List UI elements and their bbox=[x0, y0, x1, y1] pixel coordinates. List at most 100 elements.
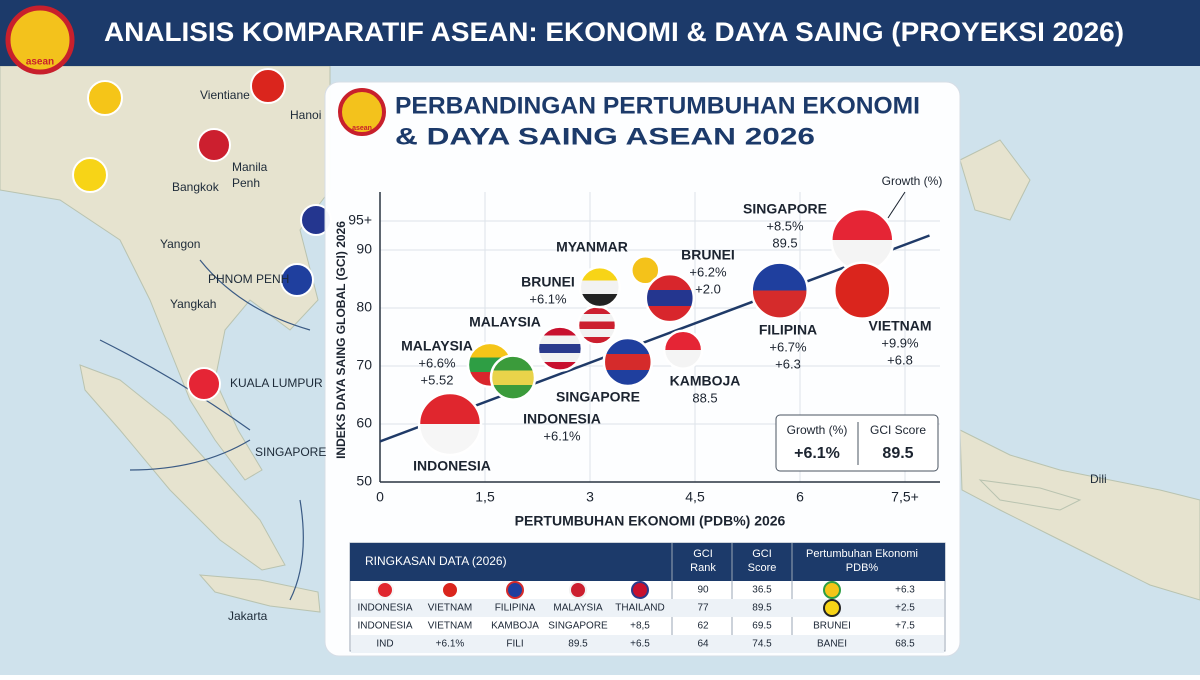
annotation: MALAYSIA bbox=[401, 338, 473, 354]
y-axis-label: INDEKS DAYA SAING GLOBAL (GCI) 2026 bbox=[334, 221, 348, 459]
annotation: FILIPINA bbox=[759, 322, 817, 338]
table-cell: FILI bbox=[506, 639, 523, 650]
table-flag bbox=[569, 581, 587, 599]
point bbox=[644, 272, 696, 324]
table-flag bbox=[823, 581, 841, 599]
map-label: Dili bbox=[1090, 472, 1107, 486]
map-label: PHNOM PENH bbox=[208, 272, 289, 286]
legend-value: +6.1% bbox=[794, 445, 840, 462]
annotation: INDONESIA bbox=[523, 411, 601, 427]
legend-label: Growth (%) bbox=[787, 423, 848, 437]
card-logo-text: asean bbox=[352, 125, 372, 132]
y-tick-label: 60 bbox=[356, 415, 372, 431]
table-header: PDB% bbox=[846, 562, 879, 574]
table-cell: +6.5 bbox=[630, 639, 650, 650]
legend-box bbox=[775, 414, 939, 472]
table-cell: FILIPINA bbox=[495, 603, 536, 614]
table-header: GCI bbox=[752, 548, 772, 560]
table-cell: 77 bbox=[697, 603, 709, 614]
table-cell: BRUNEI bbox=[813, 621, 851, 632]
logo-text: asean bbox=[26, 57, 54, 68]
annotation: +6.7% bbox=[769, 339, 807, 354]
table-cell: THAILAND bbox=[615, 603, 664, 614]
annotation: SINGAPORE bbox=[743, 201, 827, 217]
table-flag bbox=[376, 581, 394, 599]
logo bbox=[5, 5, 75, 75]
annotation: +6.2% bbox=[689, 264, 727, 279]
legend-label: GCI Score bbox=[870, 423, 926, 437]
table-header: Pertumbuhan Ekonomi bbox=[806, 548, 918, 560]
table-cell: +2.5 bbox=[895, 603, 915, 614]
y-tick-label: 90 bbox=[356, 241, 372, 257]
annotation: +6.6% bbox=[418, 355, 456, 370]
table-header: Score bbox=[748, 562, 777, 574]
table-title: RINGKASAN DATA (2026) bbox=[365, 554, 507, 568]
x-tick-label: 6 bbox=[796, 489, 804, 505]
table-head bbox=[350, 543, 945, 581]
y-tick-label: 80 bbox=[356, 299, 372, 315]
table-cell: IND bbox=[376, 639, 393, 650]
table-cell: 89.5 bbox=[568, 639, 588, 650]
table-cell: 89.5 bbox=[752, 603, 772, 614]
y-tick-label: 95+ bbox=[348, 212, 372, 228]
point bbox=[630, 255, 661, 286]
x-tick-label: 0 bbox=[376, 489, 384, 505]
map-label: Manila bbox=[232, 160, 268, 174]
x-tick-label: 4,5 bbox=[685, 489, 705, 505]
annotation: +5.52 bbox=[421, 372, 454, 387]
annotation: SINGAPORE bbox=[556, 389, 640, 405]
point bbox=[662, 329, 704, 371]
table-cell: +8,5 bbox=[630, 621, 650, 632]
header-bar bbox=[0, 0, 1200, 66]
y-tick-label: 50 bbox=[356, 473, 372, 489]
annotation: KAMBOJA bbox=[670, 373, 741, 389]
annotation: +9.9% bbox=[881, 335, 919, 350]
point bbox=[576, 305, 618, 346]
table-header: GCI bbox=[693, 548, 713, 560]
x-tick-label: 3 bbox=[586, 489, 594, 505]
point bbox=[602, 336, 654, 388]
map-label: Vientiane bbox=[200, 88, 250, 102]
map-routes bbox=[99, 259, 311, 601]
table-cell: +7.5 bbox=[895, 621, 915, 632]
x-axis-label: PERTUMBUHAN EKONOMI (PDB%) 2026 bbox=[515, 513, 786, 529]
card-logo bbox=[338, 88, 386, 136]
table-flag bbox=[631, 581, 649, 599]
annotation: MYANMAR bbox=[556, 239, 628, 255]
table-flag bbox=[823, 599, 841, 617]
table-cell: 90 bbox=[697, 585, 709, 596]
table-cell: +6.1% bbox=[436, 639, 465, 650]
table-cell: MALAYSIA bbox=[553, 603, 603, 614]
annotation: +6.3 bbox=[775, 356, 801, 371]
annotation: VIETNAM bbox=[869, 318, 932, 334]
annotation: +6.1% bbox=[543, 428, 581, 443]
map-label: Hanoi bbox=[290, 108, 321, 122]
map-label: SINGAPORE bbox=[255, 445, 326, 459]
table-cell: +6.3 bbox=[895, 585, 915, 596]
point bbox=[750, 261, 809, 320]
annotation: +6.8 bbox=[887, 352, 913, 367]
table-cell: 62 bbox=[697, 621, 709, 632]
annotation: INDONESIA bbox=[413, 458, 491, 474]
map-label: Yangon bbox=[160, 237, 200, 251]
point bbox=[489, 354, 537, 401]
point bbox=[536, 325, 584, 372]
map-flags bbox=[72, 68, 332, 401]
table-cell: VIETNAM bbox=[428, 621, 472, 632]
chart-title: PERBANDINGAN PERTUMBUHAN EKONOMI bbox=[395, 92, 920, 119]
map-label: Jakarta bbox=[228, 609, 268, 623]
table-cell: 64 bbox=[697, 639, 709, 650]
table-cell: INDONESIA bbox=[357, 621, 412, 632]
annotation: 89.5 bbox=[772, 235, 797, 250]
annotation: +8.5% bbox=[766, 218, 804, 233]
table-cell: INDONESIA bbox=[357, 603, 412, 614]
annotation: 88.5 bbox=[692, 390, 717, 405]
table-cell: 74.5 bbox=[752, 639, 772, 650]
map-label: Penh bbox=[232, 176, 260, 190]
map-label: KUALA LUMPUR bbox=[230, 376, 323, 390]
map-label: Yangkah bbox=[170, 297, 216, 311]
table-header: Rank bbox=[690, 562, 716, 574]
table-cell: BANEI bbox=[817, 639, 847, 650]
